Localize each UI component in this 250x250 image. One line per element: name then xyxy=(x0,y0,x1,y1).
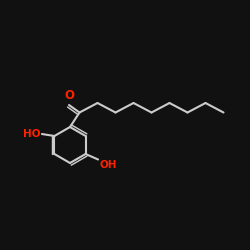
Text: O: O xyxy=(64,89,74,102)
Text: HO: HO xyxy=(24,129,41,139)
Text: OH: OH xyxy=(99,160,116,170)
